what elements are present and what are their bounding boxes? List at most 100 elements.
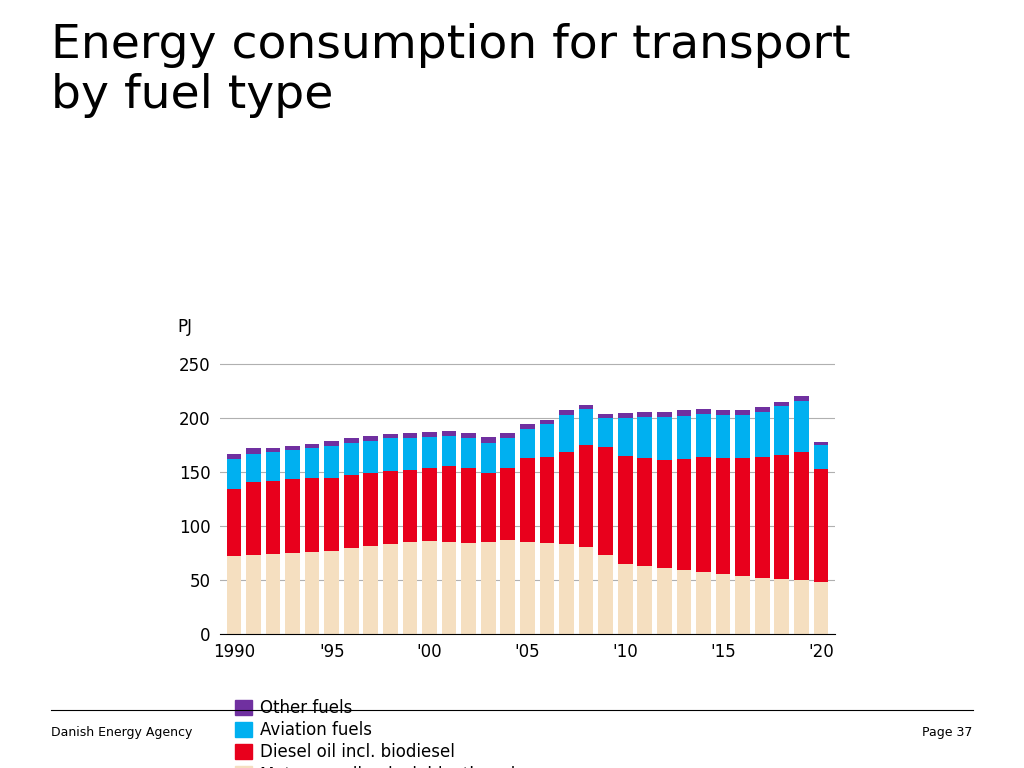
Bar [265,554,281,634]
Bar [755,457,769,578]
Bar [246,555,261,634]
Bar [286,446,300,450]
Bar [755,578,769,634]
Bar [226,489,242,556]
Bar [794,401,809,452]
Bar [813,468,828,582]
Bar [441,436,457,466]
Bar [462,433,476,439]
Bar [813,582,828,634]
Bar [462,468,476,543]
Bar [657,460,672,568]
Bar [520,542,535,634]
Bar [265,449,281,452]
Bar [579,409,593,445]
Bar [637,458,652,566]
Bar [226,454,242,459]
Bar [794,396,809,401]
Bar [520,425,535,429]
Bar [598,555,613,634]
Bar [286,479,300,553]
Bar [637,417,652,458]
Bar [422,438,437,468]
Bar [540,457,554,543]
Bar [344,443,358,475]
Bar [617,418,633,455]
Bar [774,455,790,578]
Bar [441,466,457,542]
Bar [716,574,730,634]
Bar [579,405,593,409]
Bar [520,429,535,458]
Bar [774,402,790,406]
Bar [774,406,790,455]
Bar [657,417,672,460]
Bar [383,434,397,439]
Bar [422,468,437,541]
Bar [402,542,418,634]
Bar [501,468,515,540]
Bar [520,458,535,542]
Bar [559,544,573,634]
Bar [402,470,418,542]
Bar [677,415,691,459]
Bar [265,452,281,481]
Bar [286,450,300,479]
Bar [677,459,691,570]
Bar [383,439,397,471]
Bar [617,455,633,564]
Bar [559,410,573,415]
Text: Energy consumption for transport
by fuel type: Energy consumption for transport by fuel… [51,23,851,118]
Bar [696,414,711,457]
Bar [735,410,750,415]
Bar [344,439,358,443]
Bar [383,471,397,544]
Bar [462,439,476,468]
Bar [540,425,554,457]
Bar [383,544,397,634]
Bar [344,548,358,634]
Bar [402,439,418,470]
Text: PJ: PJ [177,319,193,336]
Bar [716,415,730,458]
Bar [794,580,809,634]
Bar [422,541,437,634]
Bar [559,452,573,544]
Bar [735,415,750,458]
Bar [696,409,711,414]
Bar [325,441,339,446]
Bar [325,446,339,478]
Bar [637,412,652,417]
Bar [325,551,339,634]
Bar [579,445,593,548]
Bar [501,540,515,634]
Bar [774,578,790,634]
Bar [735,577,750,634]
Bar [226,459,242,489]
Bar [559,415,573,452]
Bar [402,433,418,439]
Bar [755,412,769,457]
Bar [716,458,730,574]
Bar [364,441,378,473]
Bar [364,473,378,546]
Bar [735,458,750,577]
Bar [265,481,281,554]
Bar [716,410,730,415]
Text: Page 37: Page 37 [923,726,973,739]
Bar [696,572,711,634]
Bar [579,548,593,634]
Bar [226,556,242,634]
Bar [617,412,633,418]
Bar [540,420,554,425]
Bar [305,444,319,449]
Bar [286,553,300,634]
Legend: Other fuels, Aviation fuels, Diesel oil incl. biodiesel, Motor gasoline incl. bi: Other fuels, Aviation fuels, Diesel oil … [228,693,522,768]
Bar [617,564,633,634]
Bar [325,478,339,551]
Bar [696,457,711,572]
Bar [598,414,613,418]
Bar [657,568,672,634]
Bar [305,449,319,478]
Bar [246,454,261,482]
